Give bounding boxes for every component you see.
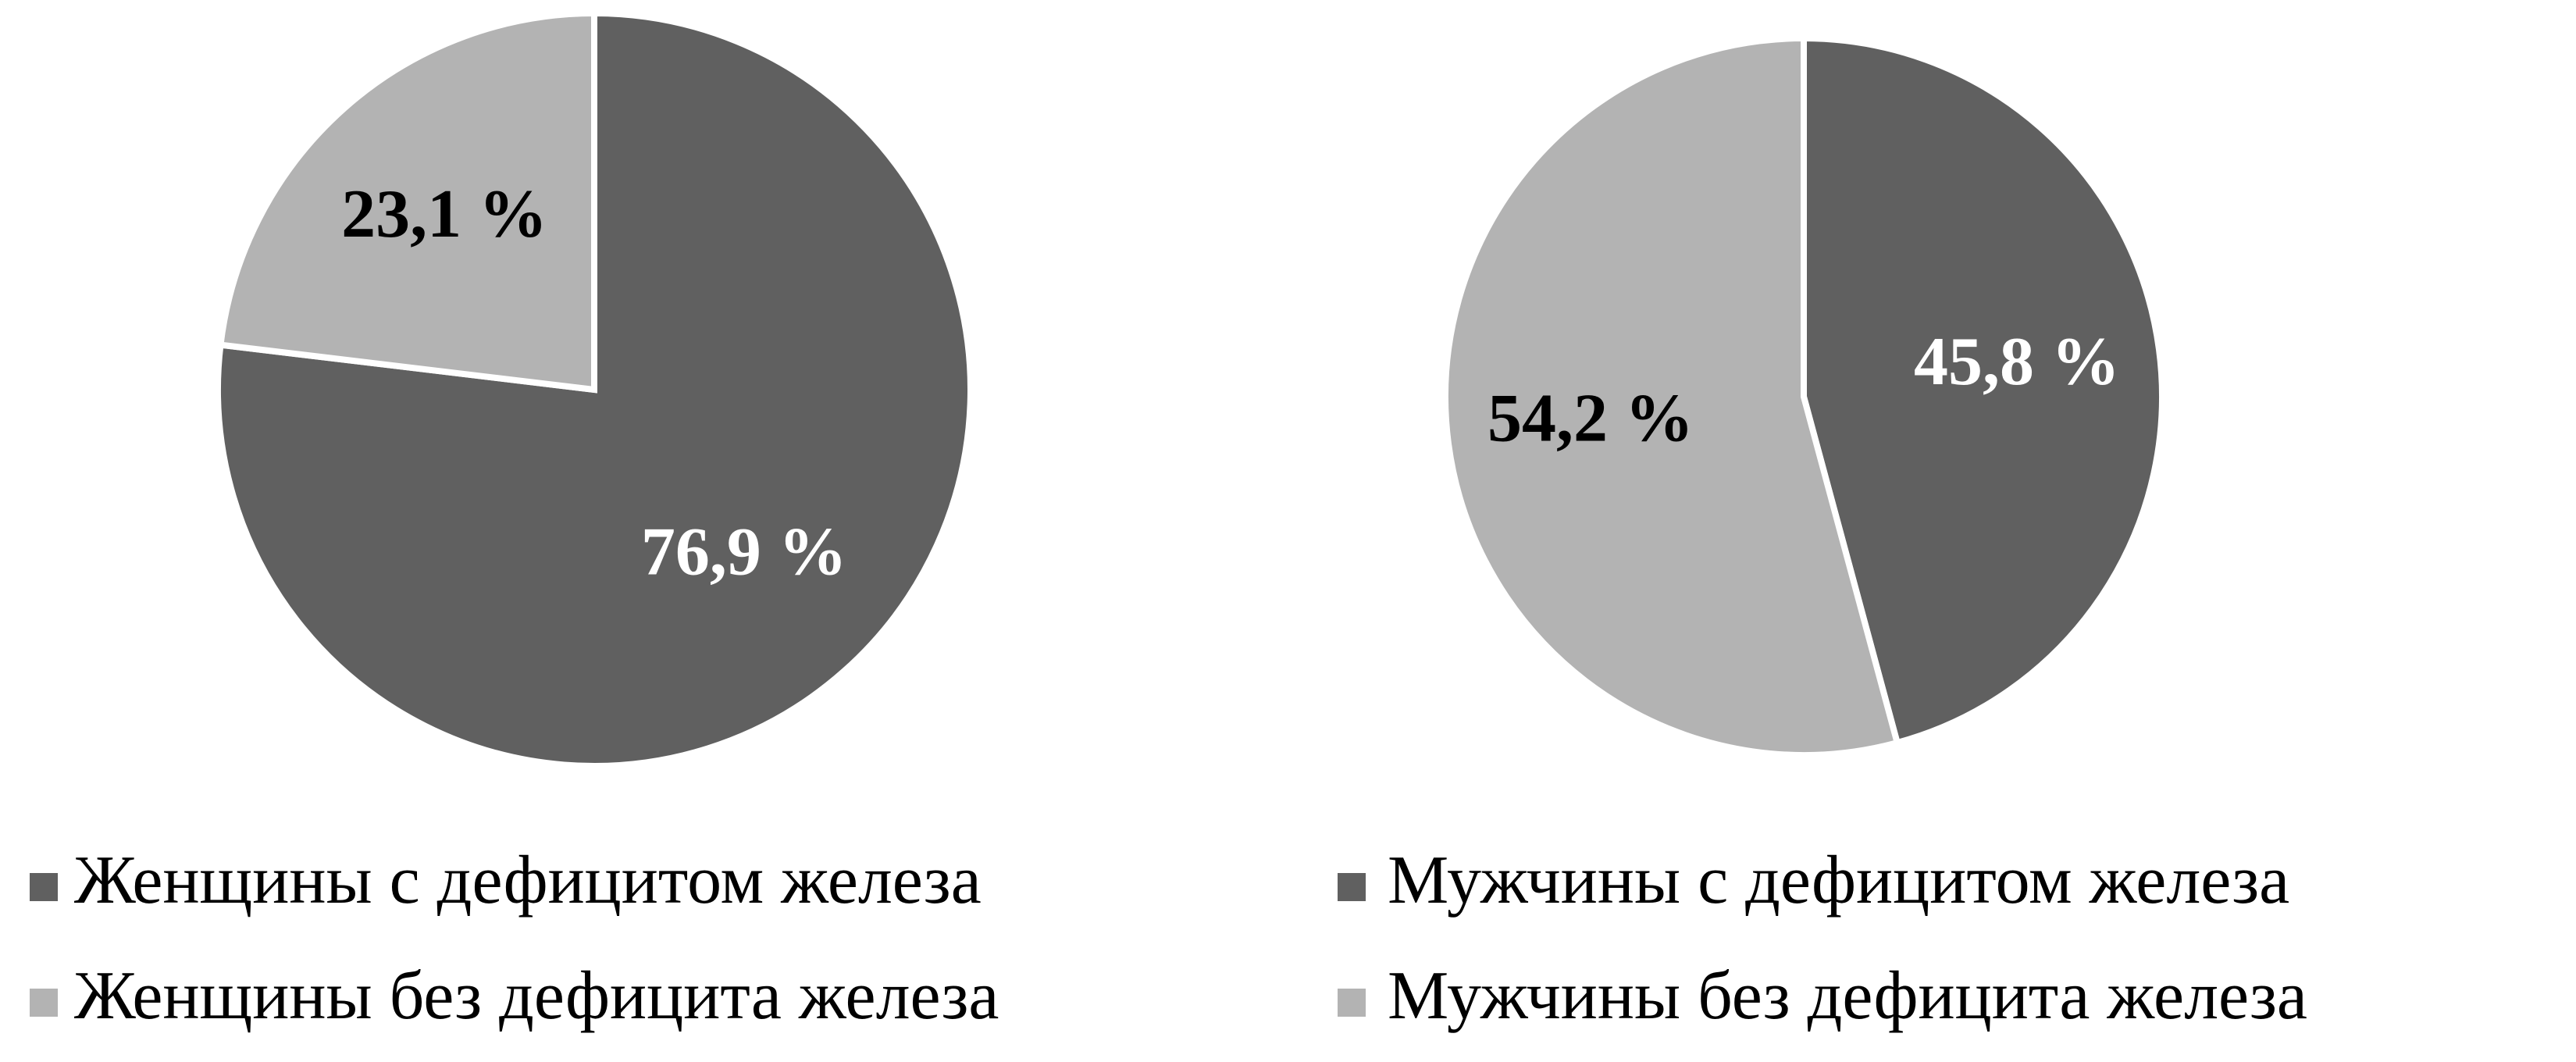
legend-label: Женщины без дефицита железа <box>74 958 999 1034</box>
value-label: 23,1 % <box>341 176 547 252</box>
legend-swatch <box>30 873 58 901</box>
legend-label: Мужчины без дефицита железа <box>1388 958 2307 1034</box>
pie-slice <box>215 9 974 769</box>
legend-label: Женщины с дефицитом железа <box>74 843 982 918</box>
value-label: 54,2 % <box>1488 380 1694 456</box>
value-label: 76,9 % <box>641 515 847 590</box>
legend-swatch <box>1338 989 1366 1017</box>
legend-swatch <box>1338 873 1366 901</box>
legend-swatch <box>30 989 58 1017</box>
value-label: 45,8 % <box>1914 324 2120 400</box>
pie-slice <box>1801 34 2165 747</box>
pie-slice <box>216 9 597 394</box>
pie-slice <box>1442 34 1901 758</box>
legend-label: Мужчины с дефицитом железа <box>1388 843 2289 918</box>
